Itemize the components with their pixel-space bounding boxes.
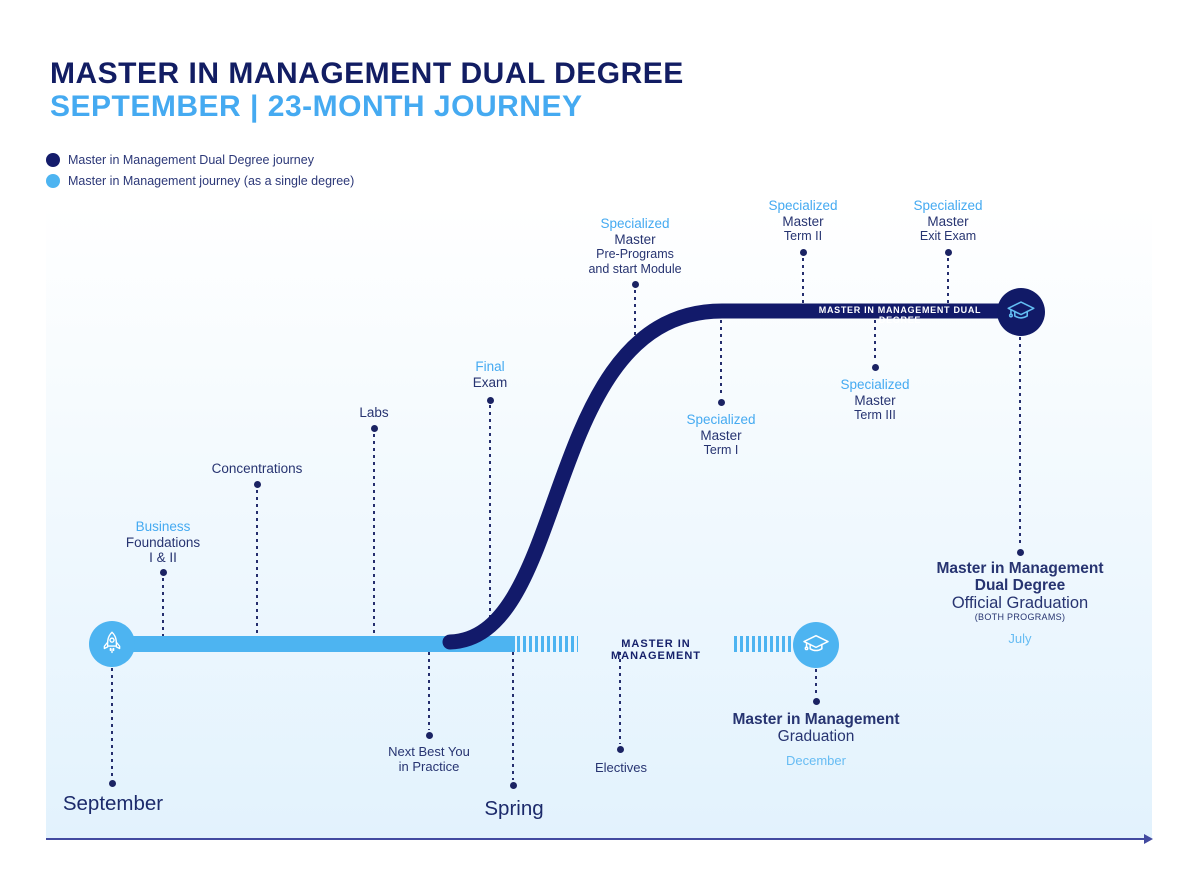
leader-labs [373, 434, 375, 636]
leader-dual-graduation [1019, 337, 1021, 547]
mim-track-label: MASTER IN MANAGEMENT [610, 638, 702, 662]
milestone-dot-exit-exam [944, 248, 952, 256]
milestone-dual-graduation: Master in Management Dual Degree Officia… [936, 560, 1104, 646]
journey-start-node [89, 621, 135, 667]
rocket-icon [103, 631, 121, 654]
milestone-dot-mim-graduation [812, 697, 820, 705]
dual-track-label: MASTER IN MANAGEMENT DUAL DEGREE [818, 305, 982, 325]
milestone-mim-graduation: Master in Management Graduation December [732, 711, 900, 768]
milestone-term-2: Specialized Master Term II [768, 198, 838, 243]
milestone-dot-business [159, 568, 167, 576]
mim-timeline-stripes-left [517, 636, 578, 652]
leader-exit-exam [947, 258, 949, 303]
mim-timeline-stripes-right [734, 636, 793, 652]
page-title: MASTER IN MANAGEMENT DUAL DEGREE [50, 57, 684, 90]
legend-label: Master in Management Dual Degree journey [68, 153, 314, 167]
leader-mim-graduation [815, 669, 817, 696]
milestone-dot-september [108, 779, 116, 787]
milestone-electives: Electives [594, 760, 648, 775]
leader-concentrations [256, 490, 258, 636]
milestone-dot-pre-programs [631, 280, 639, 288]
milestone-labs: Labs [359, 405, 389, 420]
mim-graduation-node [793, 622, 839, 668]
legend-label: Master in Management journey (as a singl… [68, 174, 355, 188]
legend-item-dual-degree: Master in Management Dual Degree journey [46, 153, 314, 167]
dual-graduation-node [997, 288, 1045, 336]
milestone-dot-electives [616, 745, 624, 753]
legend-dot-blue-icon [46, 174, 60, 188]
milestone-dot-final-exam [486, 396, 494, 404]
timeline-label-september: September [62, 792, 164, 815]
timeline-axis-arrow-icon [1144, 834, 1153, 844]
milestone-dot-spring [509, 781, 517, 789]
leader-term-3 [874, 320, 876, 362]
leader-pre-programs [634, 290, 636, 344]
milestone-exit-exam: Specialized Master Exit Exam [913, 198, 983, 243]
graduation-cap-icon [803, 634, 829, 652]
page-subtitle: SEPTEMBER | 23-MONTH JOURNEY [50, 90, 583, 123]
legend-item-single-degree: Master in Management journey (as a singl… [46, 174, 354, 188]
milestone-term-3: Specialized Master Term III [840, 377, 910, 422]
legend-dot-navy-icon [46, 153, 60, 167]
timeline-label-spring: Spring [484, 797, 544, 820]
milestone-final-exam: Final Exam [472, 359, 508, 390]
milestone-dot-term-1 [717, 398, 725, 406]
milestone-dot-next-best-you [425, 731, 433, 739]
milestone-term-1: Specialized Master Term I [686, 412, 756, 457]
milestone-concentrations: Concentrations [211, 461, 303, 476]
timeline-axis [46, 838, 1145, 840]
milestone-dot-term-3 [871, 363, 879, 371]
milestone-dot-labs [370, 424, 378, 432]
leader-september [111, 668, 113, 778]
milestone-pre-programs: Specialized Master Pre-Programs and star… [588, 216, 682, 276]
leader-spring [512, 652, 514, 780]
leader-term-1 [720, 320, 722, 397]
leader-final-exam [489, 405, 491, 636]
leader-electives [619, 652, 621, 744]
leader-business [162, 578, 164, 636]
mim-timeline-bar [112, 636, 515, 652]
leader-term-2 [802, 258, 804, 303]
leader-next-best-you [428, 652, 430, 730]
graduation-cap-icon [1007, 301, 1035, 319]
milestone-dot-term-2 [799, 248, 807, 256]
milestone-business-foundations: Business Foundations I & II [125, 519, 201, 565]
milestone-next-best-you: Next Best You in Practice [388, 744, 470, 774]
milestone-dot-concentrations [253, 480, 261, 488]
milestone-dot-dual-graduation [1016, 548, 1024, 556]
